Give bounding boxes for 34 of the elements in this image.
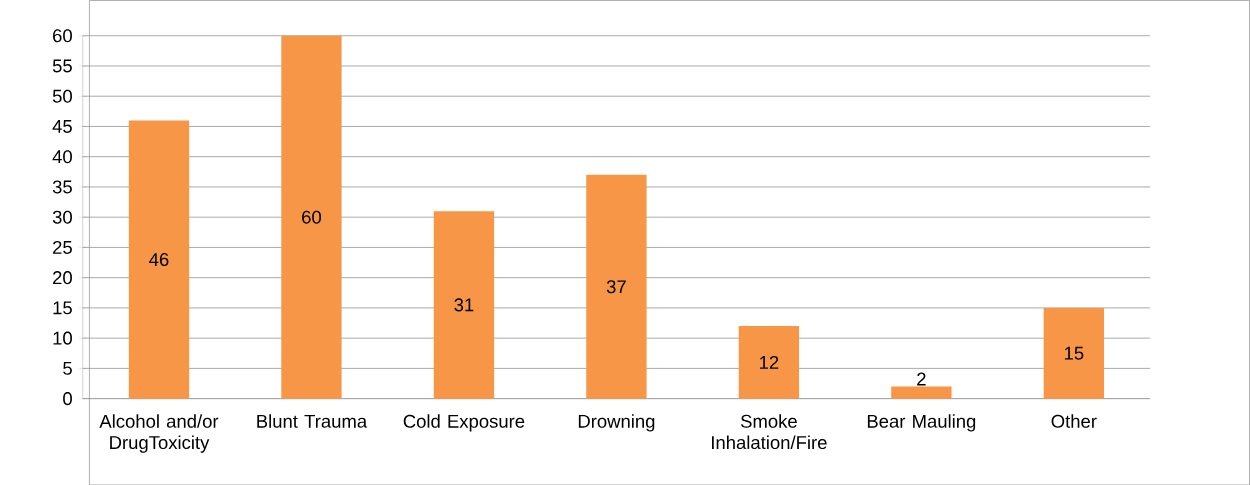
data-label: 31 [454,298,474,312]
y-tick-label: 0 [63,391,72,405]
y-tick-label: 25 [53,240,72,254]
y-tick-label: 35 [52,180,72,194]
bar [891,386,952,399]
x-tick-label: Alcohol and/or DrugToxicity [99,414,219,453]
y-tick-label: 20 [53,270,72,284]
y-tick-label: 5 [63,361,72,375]
data-label: 60 [302,210,322,224]
data-label: 37 [606,279,626,294]
x-tick-label: Bear Mauling [867,414,976,432]
bar [433,210,495,399]
y-tick-label: 30 [52,210,72,224]
data-label: 15 [1064,346,1084,360]
bar [1043,307,1105,399]
bar [128,120,190,399]
x-tick-label: Other [1051,414,1097,428]
y-tick-label: 60 [53,28,72,43]
bar [281,35,342,399]
y-tick-label: 40 [52,149,72,164]
y-tick-label: 45 [52,119,72,133]
x-tick-label: Drowning [578,414,655,432]
x-tick-label: Cold Exposure [403,414,525,432]
y-tick-label: 50 [52,89,72,103]
y-tick-label: 10 [53,331,72,345]
y-tick-label: 55 [52,59,72,73]
x-tick-label: Blunt Trauma [257,414,368,428]
bar [586,174,647,399]
bar [738,325,800,399]
data-label: 12 [760,355,779,369]
data-label: 46 [149,252,169,266]
x-tick-label: Smoke Inhalation/Fire [712,414,827,449]
y-tick-label: 15 [53,301,72,315]
data-label: 2 [917,372,926,386]
